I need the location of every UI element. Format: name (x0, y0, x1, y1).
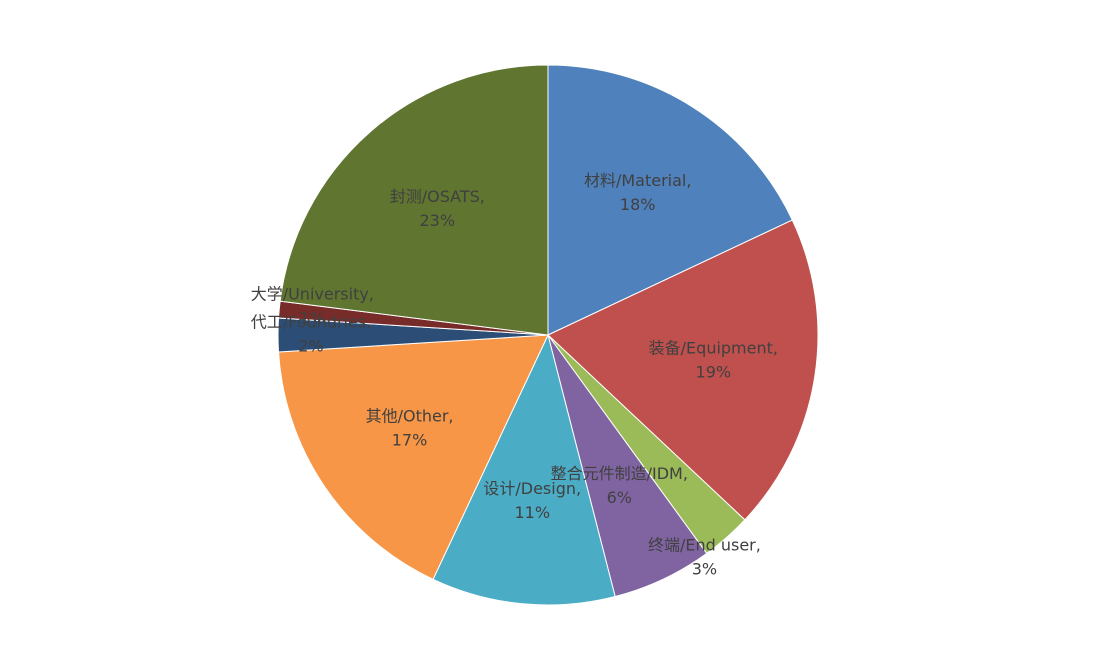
data-label: 代工/Foundries, 2% (251, 313, 372, 356)
category-label: 材料/Material, (584, 171, 691, 190)
pie-slice (547, 64, 793, 336)
category-label: 封测/OSATS, (390, 187, 485, 206)
value-label: 19% (696, 363, 732, 382)
value-label: 18% (620, 195, 656, 214)
pie-slice (547, 219, 819, 521)
category-label: 装备/Equipment, (649, 339, 778, 358)
value-label: 6% (607, 488, 632, 507)
category-label: 其他/Other, (366, 407, 454, 426)
value-label: 23% (420, 211, 456, 230)
category-label: 整合元件制造/IDM, (551, 464, 688, 483)
data-label: 装备/Equipment, 19% (649, 339, 778, 382)
data-label: 整合元件制造/IDM, 6% (551, 464, 688, 507)
category-label: 代工/Foundries, (251, 313, 372, 332)
data-label: 设计/Design, 11% (483, 479, 581, 522)
data-label: 封测/OSATS, 23% (390, 187, 485, 230)
pie-slice (278, 334, 549, 580)
data-label: 其他/Other, 17% (366, 407, 454, 450)
category-label: 大学/University, (251, 285, 374, 304)
data-label: 终端/End user, 3% (648, 535, 761, 578)
category-label: 终端/End user, (648, 535, 761, 554)
value-label: 11% (514, 503, 550, 522)
value-label: 1% (300, 309, 325, 328)
data-label: 大学/University, 1% (251, 285, 374, 328)
value-label: 3% (692, 559, 717, 578)
pie-slice (279, 64, 549, 336)
data-label: 材料/Material, 18% (584, 171, 691, 214)
pie-slice (432, 333, 616, 606)
value-label: 2% (298, 337, 323, 356)
value-label: 17% (392, 431, 428, 450)
category-label: 设计/Design, (483, 479, 581, 498)
